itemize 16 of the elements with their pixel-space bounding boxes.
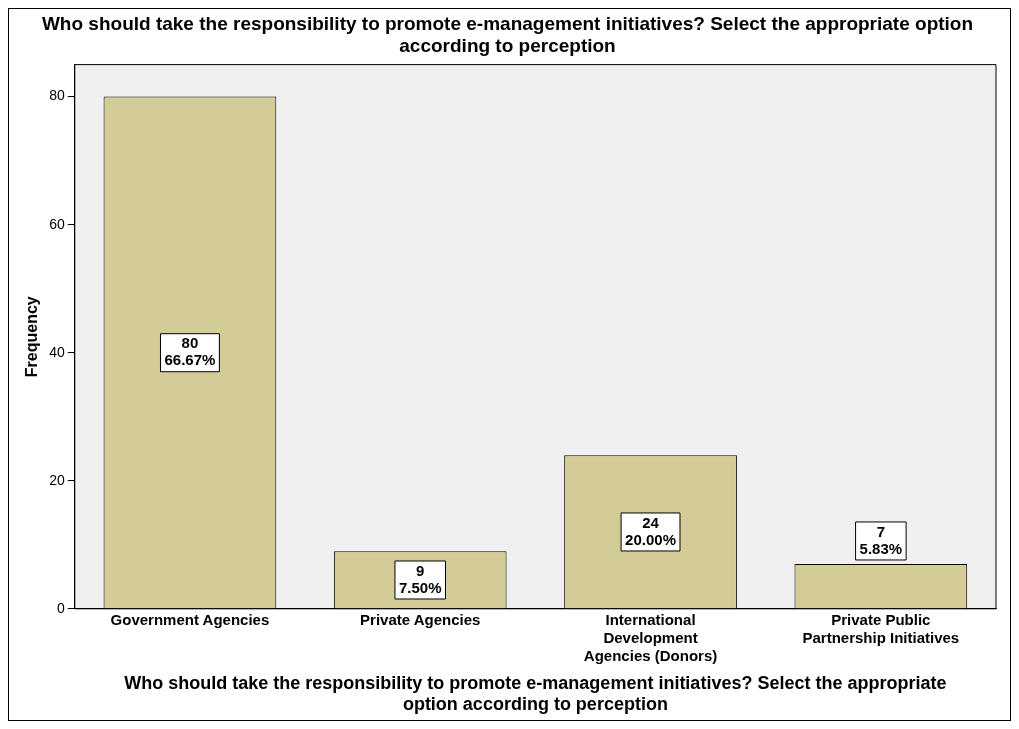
y-tick-label: 0: [56, 599, 65, 616]
x-tick-label: Private Agencies: [360, 610, 481, 628]
y-axis-title: Frequency: [23, 296, 41, 378]
data-label: 7 5.83%: [859, 522, 903, 557]
y-tick-label: 60: [49, 215, 65, 232]
data-label: 80 66.67%: [164, 334, 216, 369]
y-tick-label: 40: [49, 343, 65, 360]
data-label: 9 7.50%: [398, 561, 442, 596]
x-tick-label: Private Public Partnership Initiatives: [802, 610, 960, 646]
data-label: 24 20.00%: [625, 513, 676, 548]
x-tick-label: Government Agencies: [110, 610, 270, 628]
chart-title: Who should take the responsibility to promote e-management initiatives? Select the appropriate option according to perception: [41, 12, 974, 57]
y-tick-label: 20: [49, 471, 65, 488]
y-tick-label: 80: [49, 87, 65, 104]
x-tick-label: International Development Agencies (Donors): [583, 610, 718, 664]
x-axis-title: Who should take the responsibility to promote e-management initiatives? Select the appropriate option according to perception: [124, 672, 947, 715]
